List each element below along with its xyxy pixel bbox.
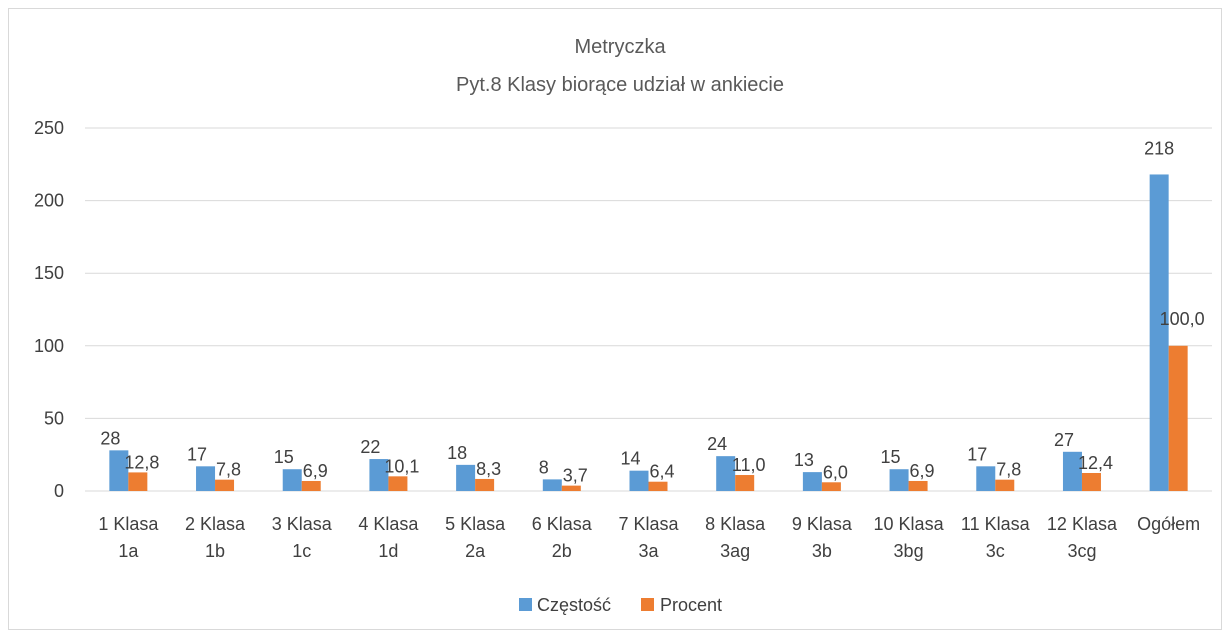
x-axis: 1 Klasa 1a 2 Klasa 1b 3 Klasa 1c 4 Klasa 1d 5 Kl… (98, 514, 1200, 561)
legend-swatch (519, 598, 532, 611)
data-label: 7,8 (216, 460, 241, 480)
data-label: 17 (967, 444, 987, 464)
y-axis: 0 50 100 150 200 250 (34, 118, 64, 501)
bar-czestosc (542, 479, 562, 491)
bar-procent (1168, 345, 1188, 491)
bar-czestosc (629, 470, 649, 491)
chart-title: Metryczka (574, 36, 666, 58)
x-tick-label: 12 Klasa (1047, 514, 1118, 534)
x-tick-label: 5 Klasa (445, 514, 506, 534)
x-tick-label: 2 Klasa (185, 514, 246, 534)
data-label: 14 (620, 449, 640, 469)
data-label: 6,0 (823, 462, 848, 482)
x-tick-label: 3bg (894, 541, 924, 561)
x-tick-label: 6 Klasa (532, 514, 593, 534)
data-label: 17 (187, 444, 207, 464)
bar-czestosc (456, 464, 476, 491)
bar-procent (561, 485, 581, 491)
bar-czestosc (369, 459, 389, 491)
x-tick-label: 4 Klasa (358, 514, 419, 534)
legend-swatch (641, 598, 654, 611)
bar-procent (388, 476, 408, 491)
bar-czestosc (976, 466, 996, 491)
data-label: 13 (794, 450, 814, 470)
x-tick-label: 8 Klasa (705, 514, 766, 534)
bar-czestosc (1062, 451, 1082, 491)
data-label: 28 (100, 428, 120, 448)
x-tick-label: 11 Klasa (961, 514, 1031, 534)
y-tick-label: 250 (34, 118, 64, 138)
data-label: 27 (1054, 430, 1074, 450)
data-label: 7,8 (996, 460, 1021, 480)
x-tick-label: 1 Klasa (98, 514, 159, 534)
bar-procent (215, 479, 235, 491)
data-label: 22 (360, 437, 380, 457)
bar-procent (735, 475, 755, 491)
bar-procent (995, 479, 1015, 491)
bar-procent (648, 481, 668, 491)
chart-frame (8, 8, 1222, 630)
x-tick-label: 3b (812, 541, 832, 561)
data-label: 8,3 (476, 459, 501, 479)
x-tick-label: 9 Klasa (792, 514, 853, 534)
bar-czestosc (196, 466, 216, 491)
bar-czestosc (1149, 174, 1169, 492)
x-tick-label: 1c (292, 541, 311, 561)
bar-czestosc (282, 469, 302, 491)
x-tick-label: 3 Klasa (272, 514, 333, 534)
data-label: 6,9 (910, 461, 935, 481)
y-tick-label: 0 (54, 481, 64, 501)
legend-label: Częstość (537, 595, 611, 615)
data-label: 15 (881, 447, 901, 467)
bars (109, 174, 1188, 492)
x-tick-label: 2a (465, 541, 486, 561)
data-label: 218 (1144, 138, 1174, 158)
y-tick-label: 100 (34, 336, 64, 356)
data-label: 100,0 (1160, 309, 1205, 329)
x-tick-label: 1a (118, 541, 139, 561)
x-tick-label: 1d (378, 541, 398, 561)
data-label: 6,4 (649, 462, 674, 482)
legend: Częstość Procent (519, 595, 722, 615)
bar-procent (908, 480, 928, 491)
y-tick-label: 50 (44, 408, 64, 428)
bar-procent (475, 478, 495, 491)
x-tick-label: Ogółem (1137, 514, 1200, 534)
data-label: 12,8 (124, 452, 159, 472)
data-label: 24 (707, 434, 727, 454)
bar-czestosc (716, 456, 736, 491)
data-label: 18 (447, 443, 467, 463)
gridlines (85, 127, 1212, 492)
data-label: 15 (274, 447, 294, 467)
chart-subtitle: Pyt.8 Klasy biorące udział w ankiecie (456, 74, 784, 96)
x-tick-label: 3ag (720, 541, 750, 561)
bar-procent (128, 472, 148, 491)
bar-czestosc (889, 469, 909, 491)
y-tick-label: 150 (34, 263, 64, 283)
x-tick-label: 2b (552, 541, 572, 561)
bar-czestosc (109, 450, 129, 491)
data-label: 8 (539, 457, 549, 477)
x-tick-label: 3cg (1067, 541, 1096, 561)
data-label: 3,7 (563, 466, 588, 486)
data-label: 6,9 (303, 461, 328, 481)
data-label: 10,1 (384, 456, 419, 476)
x-tick-label: 1b (205, 541, 225, 561)
x-tick-label: 3a (638, 541, 659, 561)
x-tick-label: 10 Klasa (874, 514, 945, 534)
bar-procent (1081, 472, 1101, 491)
legend-label: Procent (660, 595, 722, 615)
bar-procent (821, 482, 841, 491)
data-label: 11,0 (732, 455, 766, 475)
y-tick-label: 200 (34, 191, 64, 211)
x-tick-label: 7 Klasa (618, 514, 679, 534)
bar-czestosc (802, 472, 822, 491)
x-tick-label: 3c (986, 541, 1005, 561)
data-label: 12,4 (1078, 453, 1113, 473)
bar-procent (301, 480, 321, 491)
